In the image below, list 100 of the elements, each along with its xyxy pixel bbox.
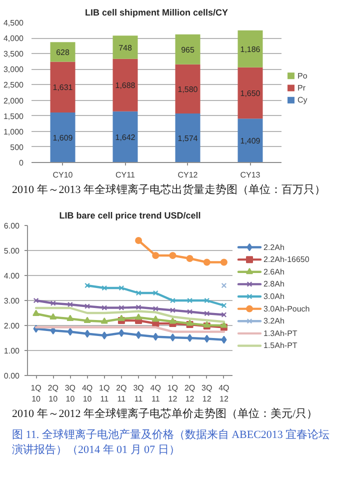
point	[32, 310, 40, 316]
y-tick-label: 0	[19, 158, 24, 168]
point	[33, 298, 39, 304]
bar	[50, 62, 76, 112]
text: 2010 年～2013 年全球锂离子电芯出货量走势图（单位：百万只）	[12, 183, 326, 198]
y-tick-label: 1,500	[3, 112, 24, 121]
legend-label: 2.2Ah	[264, 242, 284, 252]
data-label: 1,186	[240, 44, 261, 54]
bar	[238, 67, 263, 119]
y-tick-label: 3,000	[3, 65, 24, 74]
point	[66, 314, 74, 321]
y-tick-label: 1.00	[4, 346, 20, 356]
data-label: 628	[56, 48, 70, 57]
x-tick-label: 3Q 10	[64, 384, 76, 404]
bar	[175, 114, 200, 162]
point	[135, 237, 142, 244]
y-tick-label: 2.00	[4, 322, 20, 330]
legend-label: 1.3Ah-PT	[264, 328, 298, 338]
y-tick-label: 4.00	[4, 272, 20, 280]
text: 2010 年～2012 年全球锂离子电芯单价走势图（单位：美元/只）	[12, 407, 318, 422]
y-tick-label: 4,000	[3, 34, 24, 44]
point	[102, 305, 108, 310]
x-tick-label: 1Q 10	[30, 384, 42, 404]
legend-label: 3.2Ah	[264, 316, 284, 326]
y-tick-label: 0.00	[4, 372, 20, 380]
x-tick-label: 3Q 12	[202, 384, 212, 404]
legend-label: 2.6Ah	[264, 267, 284, 276]
caption: 图 11. 全球锂离子电池产量及价格（数据来自 ABEC2013 宜春论坛演讲报告）（2014 年 01 月 07 日）	[12, 428, 331, 458]
point	[100, 318, 108, 324]
bar	[112, 111, 138, 162]
point	[84, 316, 91, 323]
data-label: 1,650	[240, 89, 261, 98]
point	[221, 302, 227, 308]
y-tick-label: 4,500	[3, 18, 24, 28]
point	[118, 285, 124, 291]
bar	[175, 64, 200, 114]
point	[152, 290, 158, 296]
legend-label: 3.0Ah-Pouch	[264, 304, 310, 314]
legend-label: 3.0Ah	[264, 292, 284, 301]
data-label: 1,631	[52, 83, 74, 92]
point	[135, 314, 142, 320]
point	[169, 318, 176, 324]
point	[152, 332, 158, 341]
data-label: 748	[118, 43, 132, 52]
point	[221, 282, 227, 288]
point	[102, 332, 108, 340]
x-tick-label: CY11	[116, 170, 136, 180]
point	[170, 298, 176, 304]
point	[67, 302, 73, 308]
x-tick-label: 2Q 11	[116, 384, 127, 404]
bar	[50, 112, 76, 162]
y-tick-label: 3.00	[4, 296, 20, 306]
point	[84, 304, 90, 309]
bar	[238, 118, 263, 162]
data-label: 965	[181, 45, 195, 54]
y-tick-label: 6.00	[4, 222, 20, 230]
point	[220, 258, 228, 266]
point	[221, 336, 227, 344]
data-label: 1,574	[178, 134, 198, 144]
point	[118, 314, 125, 321]
point	[186, 255, 194, 262]
y-tick-label: 2,500	[3, 80, 24, 90]
bar	[112, 58, 138, 112]
bar	[238, 30, 263, 68]
y-tick-label: 1,000	[3, 127, 24, 136]
x-tick-label: 2Q 12	[184, 384, 196, 404]
legend-label: 1.5Ah-PT	[264, 341, 298, 350]
point	[204, 298, 210, 304]
point	[186, 334, 193, 342]
point	[84, 282, 90, 288]
x-tick-label: CY13	[240, 170, 261, 180]
x-tick-label: CY10	[52, 170, 74, 180]
point	[204, 334, 210, 343]
legend-label: Po	[298, 71, 308, 80]
point	[67, 328, 74, 336]
point	[203, 258, 210, 266]
x-tick-label: 4Q 11	[150, 384, 161, 404]
point	[152, 316, 160, 322]
x-tick-label: 2Q 10	[48, 384, 58, 404]
bar	[112, 36, 138, 59]
data-label: 1,609	[52, 133, 74, 142]
chart-title: LIB cell shipment Million cells/CY	[84, 8, 228, 18]
data-label: 1,688	[115, 81, 136, 90]
legend-label: Pr	[298, 84, 306, 92]
point	[152, 252, 160, 259]
point	[136, 290, 142, 296]
y-tick-label: 5.00	[4, 246, 20, 256]
x-tick-label: CY12	[178, 170, 198, 180]
data-label: 1,642	[115, 132, 136, 142]
point	[118, 329, 124, 337]
point	[204, 310, 210, 316]
point	[220, 322, 228, 328]
x-tick-label: 1Q 12	[167, 384, 178, 404]
point	[187, 309, 193, 314]
point	[169, 252, 176, 259]
x-tick-label: 4Q 10	[82, 384, 93, 404]
point	[50, 300, 56, 306]
y-tick-label: 3,500	[3, 50, 24, 59]
point	[170, 334, 176, 342]
legend-label: 2.2Ah-16650	[264, 255, 310, 264]
